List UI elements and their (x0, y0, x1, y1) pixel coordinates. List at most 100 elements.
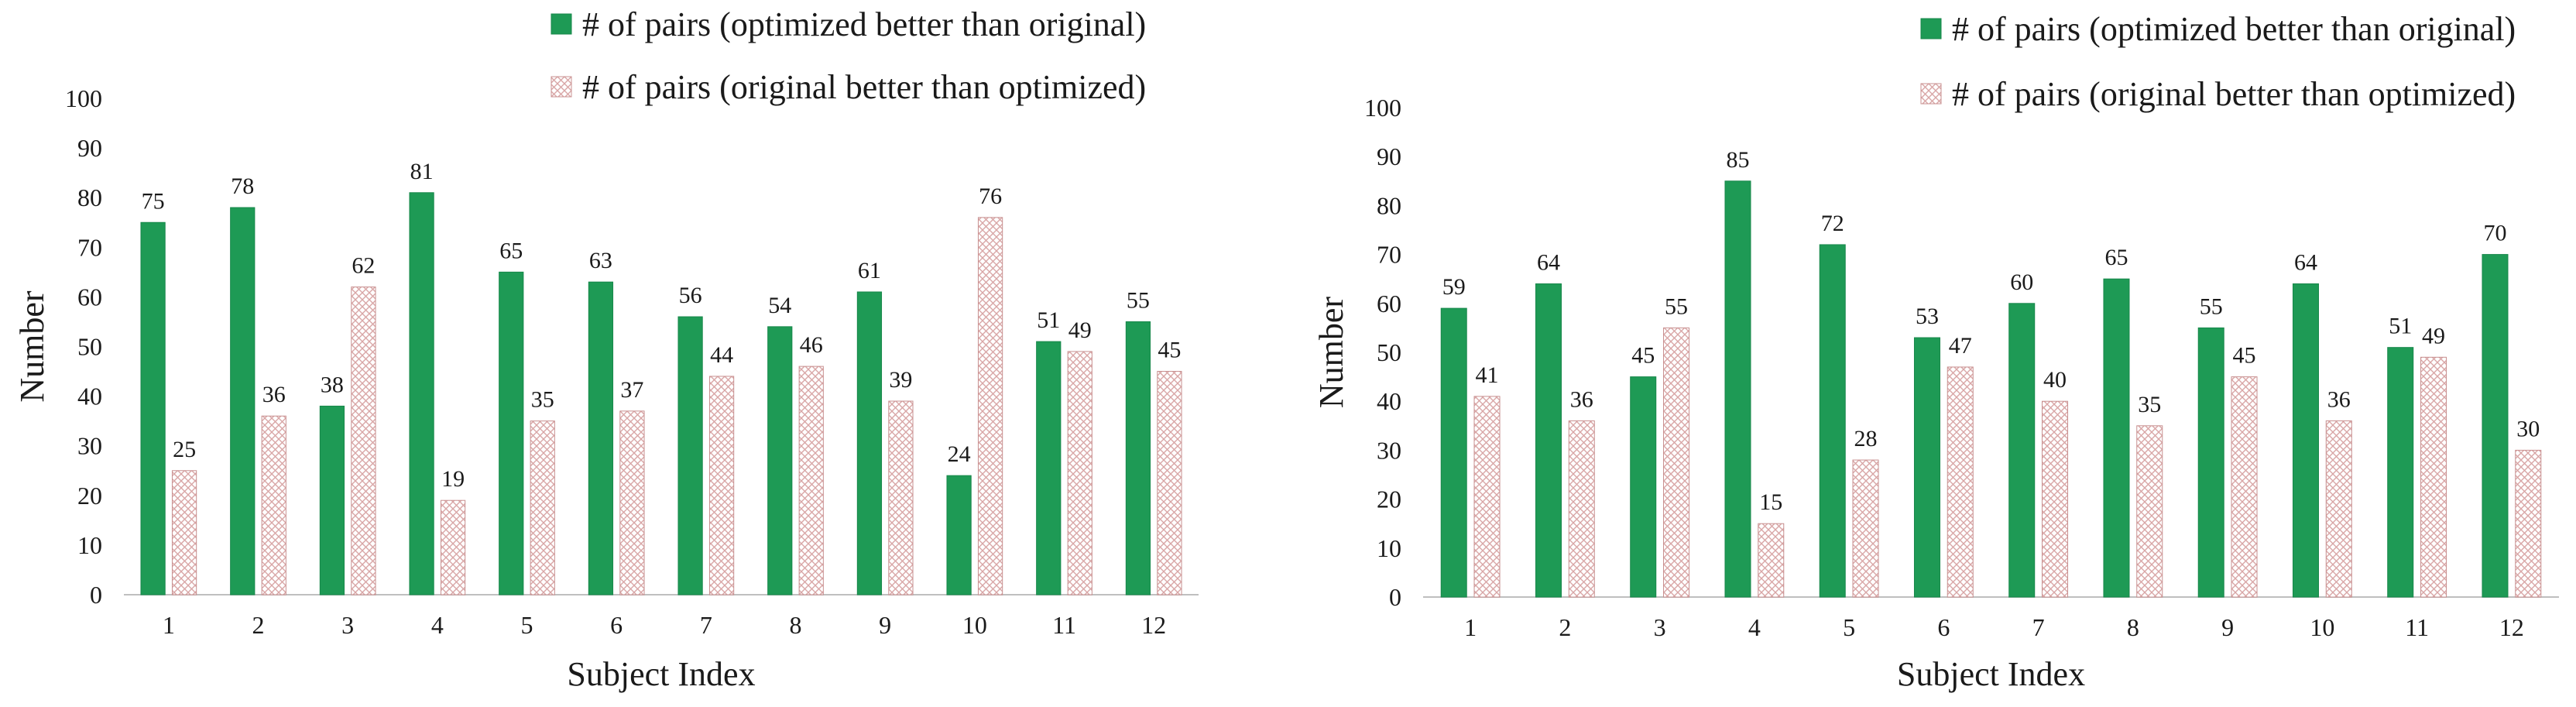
x-tick-label: 6 (1937, 613, 1950, 641)
x-tick-label: 11 (1052, 611, 1076, 639)
bar-optimized-better (2482, 254, 2509, 598)
data-label: 51 (1037, 307, 1060, 333)
bar-original-better (351, 287, 376, 595)
y-tick-label: 100 (65, 84, 102, 112)
bar-original-better (1852, 459, 1879, 598)
bar-chart-right-svg: 0102030405060708090100159412643634555485… (1312, 10, 2559, 693)
legend-swatch-original-better (1920, 83, 1942, 105)
data-label: 49 (1068, 317, 1092, 343)
x-tick-label: 5 (1843, 613, 1855, 641)
data-label: 60 (2010, 269, 2033, 295)
bar-original-better (2042, 400, 2069, 598)
y-tick-label: 90 (1377, 142, 1401, 170)
bar-optimized-better (1630, 376, 1657, 598)
data-label: 55 (1127, 287, 1150, 313)
data-label: 62 (352, 253, 375, 279)
bar-original-better (1568, 420, 1595, 598)
bar-optimized-better (140, 221, 166, 595)
bar-original-better (708, 376, 735, 595)
bar-optimized-better (2008, 303, 2036, 598)
y-tick-label: 0 (90, 581, 102, 609)
x-tick-label: 7 (2032, 613, 2045, 641)
bar-original-better (798, 366, 824, 595)
bar-optimized-better (2197, 327, 2224, 598)
y-tick-label: 60 (1377, 290, 1401, 317)
data-label: 35 (531, 387, 554, 413)
data-label: 65 (499, 238, 523, 263)
bar-original-better (261, 415, 286, 595)
bar-original-better (1947, 366, 1974, 598)
data-label: 19 (441, 466, 465, 492)
x-tick-label: 7 (700, 611, 712, 639)
data-label: 81 (410, 159, 434, 184)
data-label: 53 (1916, 304, 1939, 329)
data-label: 37 (620, 377, 643, 403)
x-tick-label: 8 (2127, 613, 2139, 641)
bar-optimized-better (1440, 307, 1467, 598)
bar-optimized-better (1819, 244, 1846, 598)
bar-optimized-better (1913, 337, 1940, 598)
bar-optimized-better (1125, 321, 1151, 595)
bar-original-better (1473, 396, 1501, 598)
legend-label-original-better: # of pairs (original better than optimiz… (1952, 75, 2516, 113)
y-axis-title: Number (1312, 297, 1350, 409)
y-tick-label: 40 (77, 383, 102, 410)
y-tick-label: 80 (1377, 191, 1401, 219)
y-tick-label: 60 (77, 283, 102, 311)
data-label: 24 (948, 441, 971, 467)
y-tick-label: 80 (77, 184, 102, 211)
bar-original-better (2325, 420, 2352, 598)
bar-optimized-better (1724, 180, 1751, 598)
x-tick-label: 5 (521, 611, 533, 639)
data-label: 64 (2294, 250, 2317, 276)
data-label: 15 (1759, 489, 1782, 515)
y-tick-label: 70 (77, 233, 102, 261)
bar-optimized-better (946, 475, 972, 595)
bar-optimized-better (2292, 283, 2319, 598)
data-label: 28 (1854, 426, 1878, 451)
data-label: 44 (710, 342, 733, 368)
legend-label-original-better: # of pairs (original better than optimiz… (582, 68, 1146, 106)
bar-original-better (440, 499, 466, 595)
bar-optimized-better (499, 271, 524, 595)
x-tick-label: 8 (790, 611, 802, 639)
bar-chart-left: 0 10 20 30 40 50 60 70 80 90 100 1 75 25 2 78 36 3 38 62 4 81… (0, 0, 1239, 703)
x-tick-label: 1 (1464, 613, 1477, 641)
legend-swatch-optimized-better (1920, 18, 1942, 39)
x-axis-title: Subject Index (1897, 655, 2085, 693)
x-tick-label: 9 (879, 611, 891, 639)
data-label: 78 (231, 173, 254, 199)
data-label: 45 (1158, 338, 1181, 363)
y-tick-label: 20 (77, 482, 102, 510)
data-label: 59 (1442, 274, 1466, 300)
y-tick-label: 0 (1389, 583, 1401, 611)
bar-original-better (2136, 425, 2163, 598)
data-label: 63 (589, 248, 612, 273)
x-tick-label: 10 (962, 611, 987, 639)
x-tick-label: 4 (431, 611, 444, 639)
data-label: 85 (1726, 147, 1749, 173)
y-axis-title: Number (13, 290, 51, 403)
x-tick-label: 12 (2499, 613, 2524, 641)
x-tick-label: 4 (1748, 613, 1761, 641)
x-tick-label: 6 (610, 611, 623, 639)
bar-optimized-better (677, 316, 703, 595)
data-label: 64 (1537, 250, 1560, 276)
legend-label-optimized-better: # of pairs (optimized better than origin… (582, 5, 1146, 43)
bar-original-better (2515, 449, 2542, 598)
data-label: 55 (1665, 293, 1688, 319)
bar-optimized-better (1535, 283, 1562, 598)
data-label: 25 (173, 437, 196, 462)
data-label: 47 (1949, 333, 1972, 359)
bar-original-better (530, 420, 555, 595)
y-tick-label: 30 (77, 432, 102, 460)
data-label: 45 (2233, 343, 2256, 369)
bar-optimized-better (1036, 341, 1062, 595)
x-axis-title: Subject Index (567, 655, 755, 693)
bar-optimized-better (409, 192, 434, 595)
y-tick-label: 30 (1377, 436, 1401, 464)
data-label: 30 (2516, 416, 2540, 441)
bar-original-better (977, 217, 1003, 595)
bar-original-better (1663, 327, 1690, 598)
bar-original-better (1758, 523, 1785, 598)
